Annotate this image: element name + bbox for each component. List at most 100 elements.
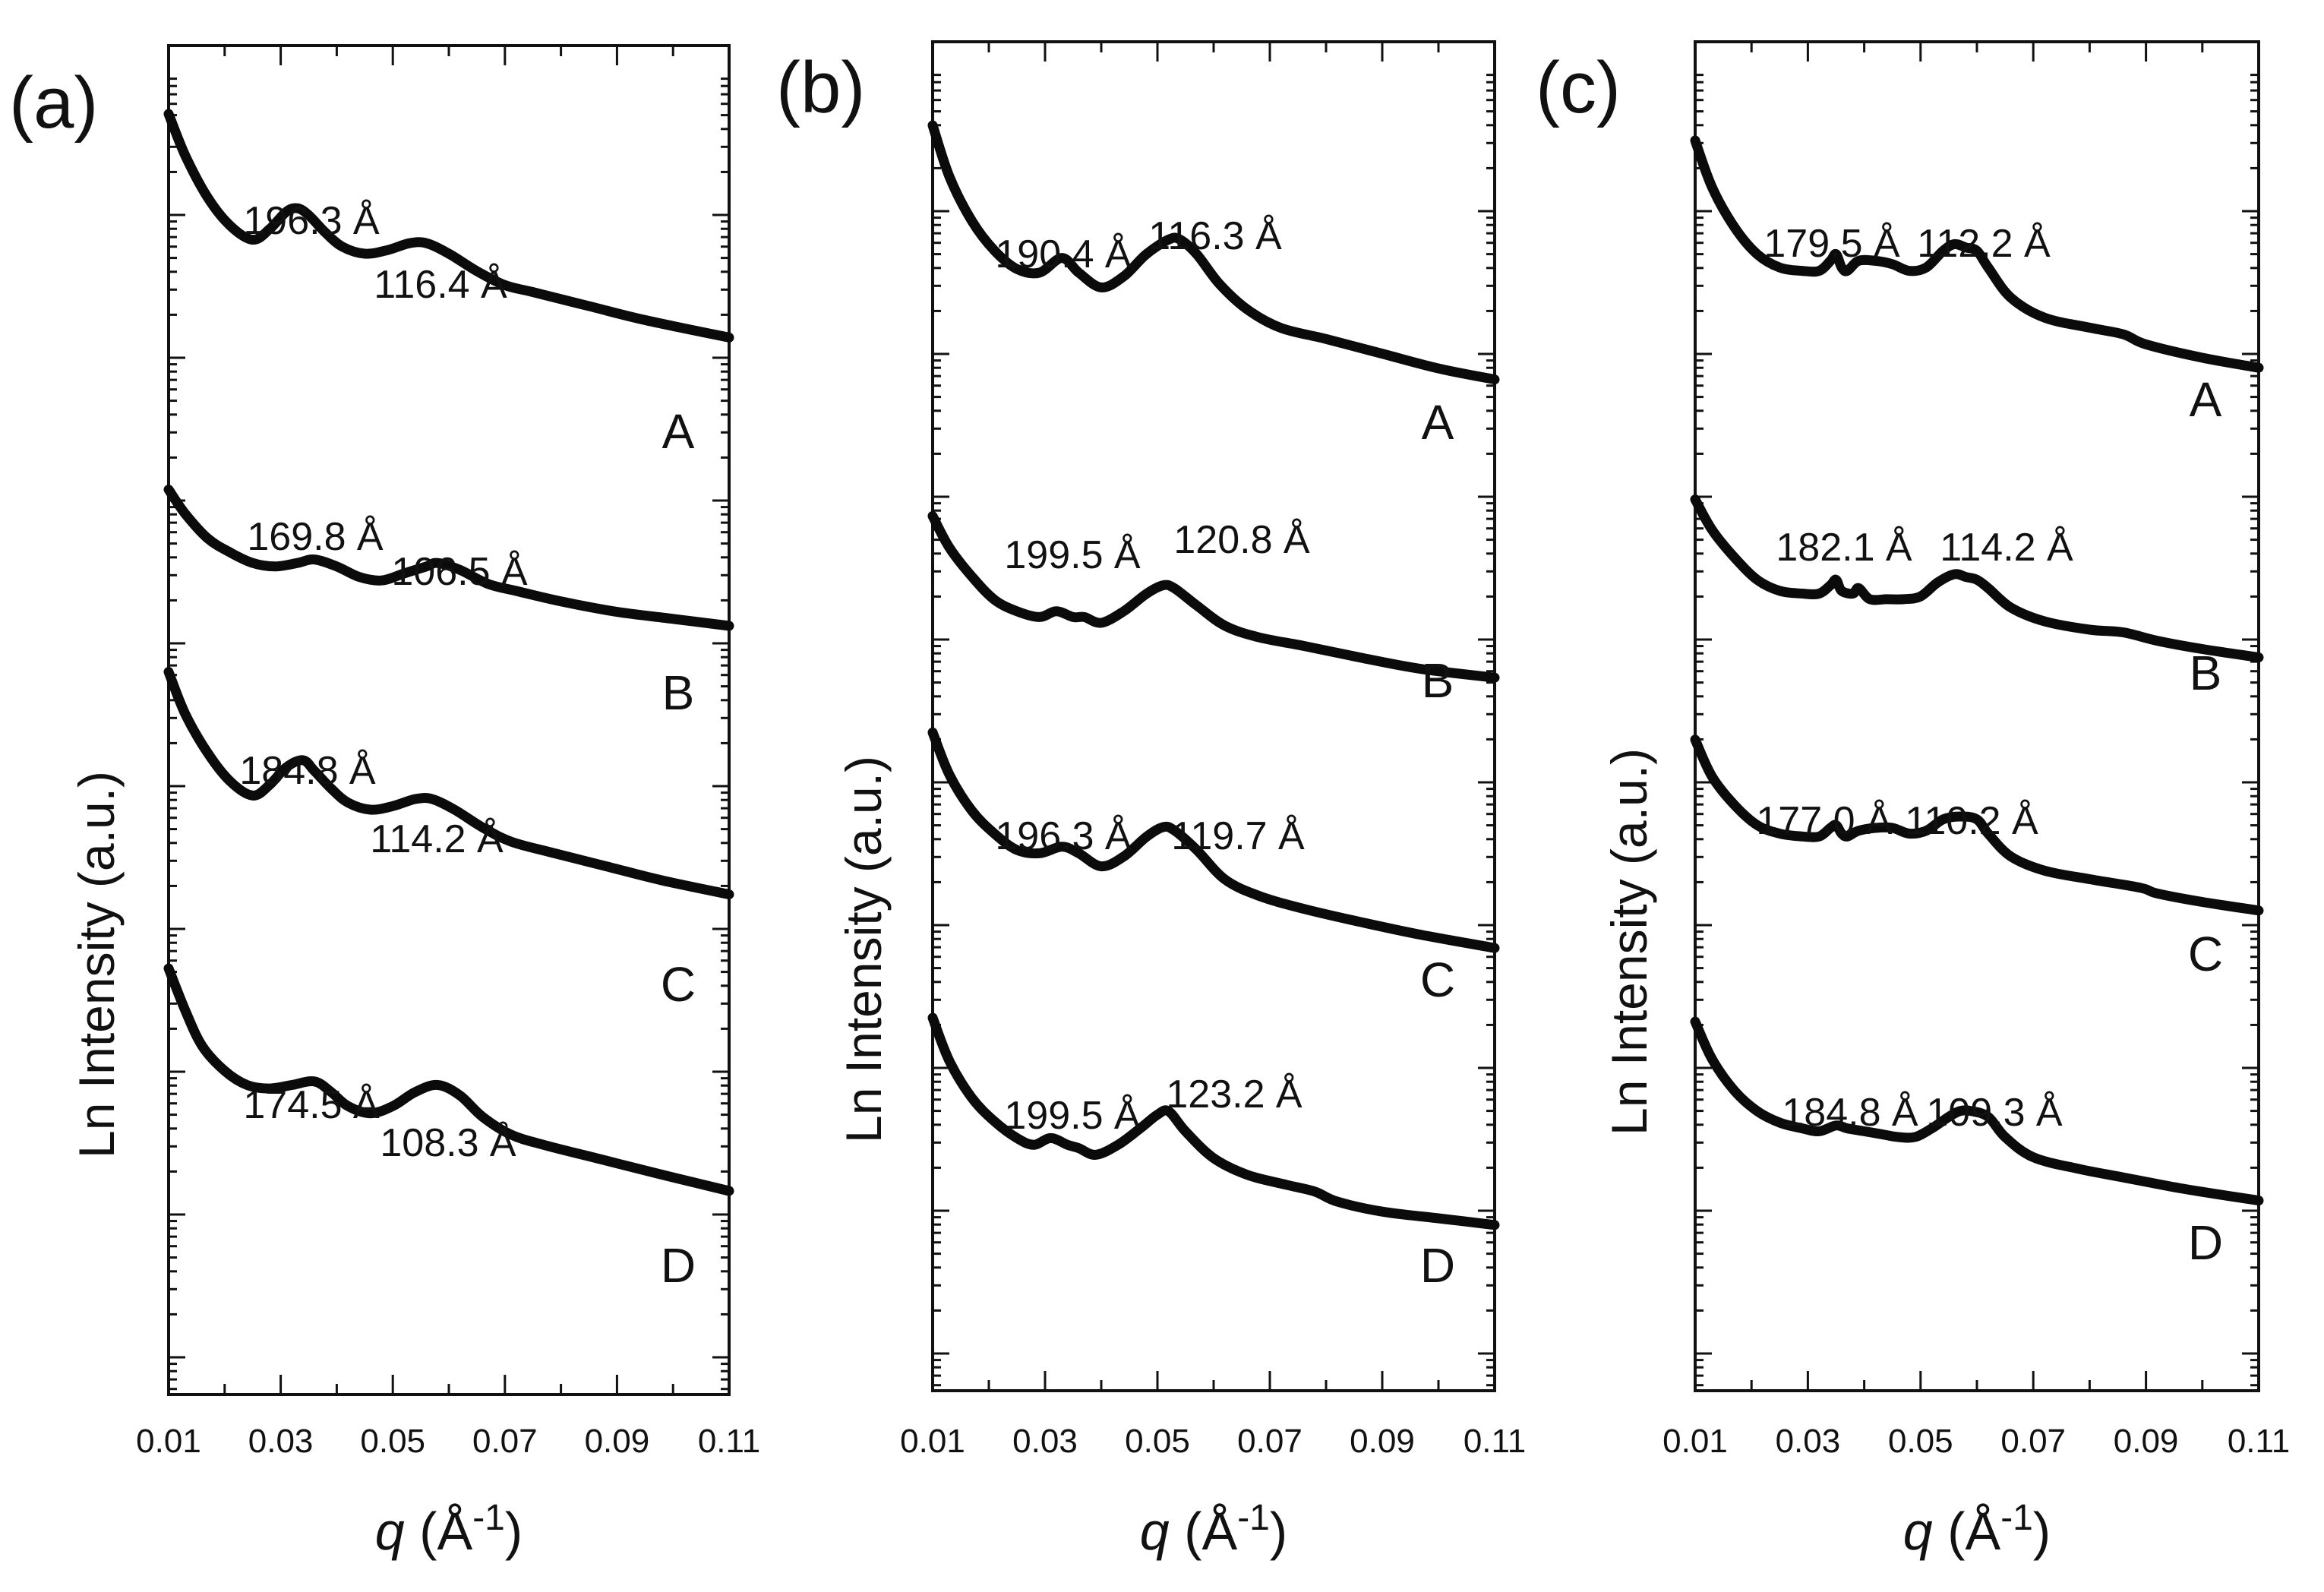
x-axis-label: q (Å-1): [1140, 1498, 1287, 1562]
peak-label: 199.5 Å: [1004, 533, 1141, 577]
curve-b: [163, 485, 734, 631]
panel-c: (c) Ln Intensity (a.u.) 0.01 0.03 0.05 0…: [1536, 40, 2290, 1561]
x-tick-label: 0.03: [248, 1423, 314, 1460]
curve-c: [927, 727, 1500, 953]
series-label: A: [1422, 395, 1454, 450]
x-axis-unit-exp: -1: [1237, 1498, 1270, 1538]
x-axis-var: q: [1903, 1502, 1933, 1561]
curve-b: [1690, 494, 2264, 662]
series-label: B: [662, 665, 695, 720]
x-axis-unit: (Å: [1933, 1502, 2001, 1561]
series-d: 199.5 Å 123.2 Å D: [927, 1012, 1500, 1293]
peak-label: 114.2 Å: [1940, 526, 2073, 570]
series-d: 174.5 Å 108.3 Å D: [163, 963, 734, 1293]
x-tick-label: 0.03: [1012, 1423, 1078, 1460]
y-axis-label: Ln Intensity (a.u.): [68, 771, 125, 1158]
panel-a: (a) Ln Intensity (a.u.) 0.01 0.03 0.05 0…: [9, 44, 760, 1562]
curve-a: [1690, 135, 2264, 373]
peak-label: 116.4 Å: [374, 263, 507, 307]
x-tick-label: 0.05: [1125, 1423, 1190, 1460]
series-label: C: [1420, 952, 1455, 1007]
x-axis-unit: (Å: [1170, 1502, 1238, 1561]
peak-label: 199.5 Å: [1004, 1094, 1141, 1138]
series-a: 179.5 Å 112.2 Å A: [1690, 135, 2264, 427]
series-label: D: [661, 1238, 696, 1293]
x-axis-unit-exp: -1: [2000, 1498, 2033, 1538]
series-c: 196.3 Å 119.7 Å C: [927, 727, 1500, 1007]
peak-label: 196.3 Å: [243, 199, 380, 243]
x-axis-unit-close: ): [505, 1502, 523, 1561]
x-tick-label: 0.07: [1237, 1423, 1303, 1460]
x-axis-unit: (Å: [405, 1502, 473, 1561]
curve-c: [1690, 734, 2264, 916]
x-tick-label: 0.05: [360, 1423, 425, 1460]
x-ticks: [167, 46, 731, 1395]
peak-label: 119.7 Å: [1171, 814, 1305, 858]
curve-c: [163, 667, 734, 900]
curve-d: [927, 1012, 1500, 1230]
peak-label: 182.1 Å: [1776, 526, 1912, 570]
y-axis-label: Ln Intensity (a.u.): [835, 756, 892, 1143]
series-b: 199.5 Å 120.8 Å B: [927, 510, 1500, 708]
x-tick-label: 0.01: [900, 1423, 965, 1460]
panel-b: (b) Ln Intensity (a.u.) 0.01 0.03 0.05 0…: [776, 40, 1526, 1562]
x-axis-unit-exp: -1: [472, 1498, 505, 1538]
series-b: 182.1 Å 114.2 Å B: [1690, 494, 2264, 700]
series-d: 184.8 Å 109.3 Å D: [1690, 1016, 2264, 1270]
curve-b: [927, 510, 1500, 683]
series-a: 196.3 Å 116.4 Å A: [163, 109, 734, 459]
x-tick-label: 0.11: [698, 1423, 760, 1460]
x-tick-label: 0.03: [1776, 1423, 1841, 1460]
y-ticks: [169, 77, 729, 1391]
peak-label: 174.5 Å: [243, 1083, 380, 1127]
peak-label: 190.4 Å: [995, 232, 1132, 276]
curve-d: [163, 963, 734, 1196]
x-tick-label: 0.09: [1350, 1423, 1415, 1460]
x-tick-label: 0.07: [472, 1423, 538, 1460]
series-label: A: [2190, 372, 2222, 427]
x-ticks: [1694, 42, 2260, 1391]
curve-d: [1690, 1016, 2264, 1206]
peak-label: 184.8 Å: [239, 749, 376, 793]
x-axis-var: q: [1140, 1502, 1170, 1561]
series-c: 184.8 Å 114.2 Å C: [163, 667, 734, 1012]
curve-a: [163, 109, 734, 343]
series-label: B: [2190, 646, 2222, 700]
y-axis-label: Ln Intensity (a.u.): [1601, 748, 1657, 1136]
panel-label: (a): [9, 62, 98, 144]
x-tick-label: 0.01: [1662, 1423, 1728, 1460]
x-tick-labels: 0.01 0.03 0.05 0.07 0.09 0.11: [900, 1423, 1526, 1460]
x-axis-label: q (Å-1): [375, 1498, 523, 1562]
peak-label: 177.0 Å: [1756, 799, 1893, 843]
peak-label: 169.8 Å: [247, 515, 384, 559]
peak-label: 108.3 Å: [380, 1121, 516, 1165]
series-label: B: [1422, 653, 1454, 708]
x-tick-label: 0.05: [1888, 1423, 1953, 1460]
y-ticks: [933, 74, 1495, 1387]
x-ticks: [931, 42, 1496, 1391]
peak-label: 114.2 Å: [370, 817, 504, 861]
series-label: C: [2188, 927, 2223, 981]
plot-frame: [167, 44, 731, 1396]
peak-label: 196.3 Å: [995, 814, 1132, 858]
x-axis-unit-close: ): [1270, 1502, 1287, 1561]
peak-label: 106.5 Å: [391, 550, 528, 594]
peak-label: 184.8 Å: [1782, 1091, 1918, 1135]
series-label: A: [662, 404, 695, 459]
x-axis-var: q: [375, 1502, 405, 1561]
series-c: 177.0 Å 110.2 Å C: [1690, 734, 2264, 981]
peak-label: 123.2 Å: [1166, 1072, 1303, 1117]
series-label: D: [1420, 1238, 1455, 1293]
series-a: 190.4 Å 116.3 Å A: [927, 120, 1500, 450]
panel-label: (c): [1536, 47, 1621, 128]
peak-label: 116.3 Å: [1148, 214, 1282, 258]
peak-label: 120.8 Å: [1173, 518, 1310, 562]
x-axis-unit-close: ): [2033, 1502, 2051, 1561]
peak-label: 109.3 Å: [1926, 1091, 2063, 1135]
series-label: C: [661, 957, 696, 1012]
x-tick-label: 0.09: [585, 1423, 650, 1460]
x-tick-label: 0.11: [2228, 1423, 2290, 1460]
peak-label: 179.5 Å: [1764, 222, 1900, 266]
x-tick-label: 0.01: [136, 1423, 201, 1460]
x-tick-labels: 0.01 0.03 0.05 0.07 0.09 0.11: [1662, 1423, 2290, 1460]
